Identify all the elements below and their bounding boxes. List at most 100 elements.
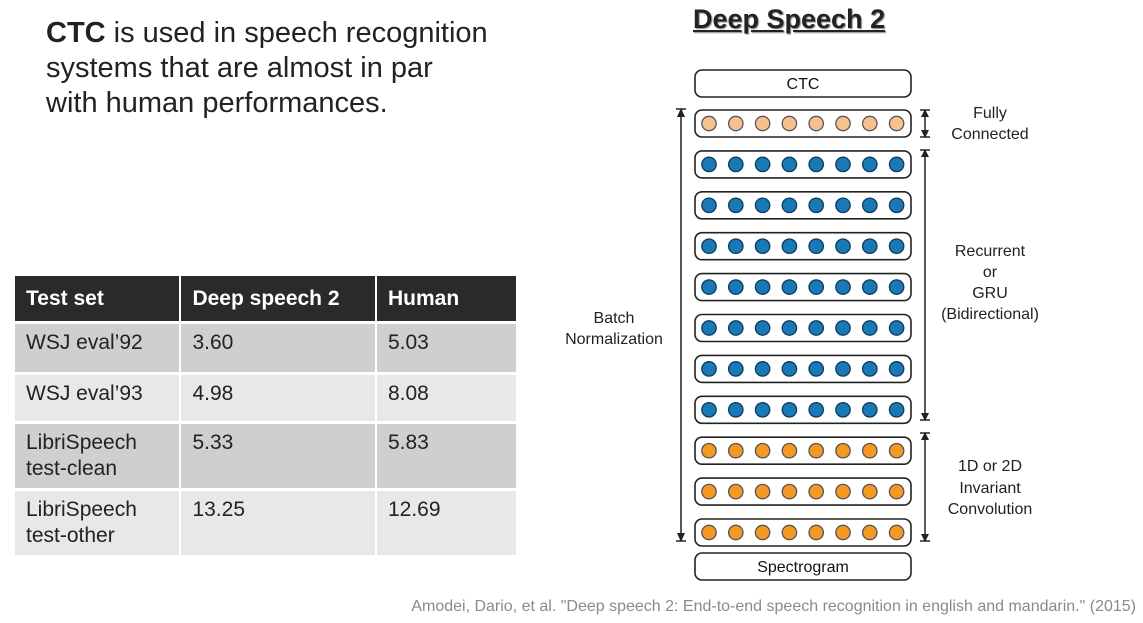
neuron-node (888, 156, 905, 173)
neuron-node (701, 524, 717, 541)
neuron-node (727, 197, 744, 214)
table-row: LibriSpeech test-other 13.25 12.69 (15, 489, 516, 558)
conv-arrow-up (921, 432, 929, 440)
neuron-node (808, 115, 825, 132)
conv-label-1: 1D or 2D (958, 458, 1022, 475)
test-set-name: WSJ eval’93 (26, 382, 143, 405)
neuron-node (808, 442, 825, 459)
neuron-node (835, 238, 851, 255)
neuron-node (781, 279, 798, 295)
neuron-node (701, 115, 717, 132)
conv-bracket (920, 432, 930, 542)
neuron-node (781, 115, 798, 132)
neuron-node (727, 401, 744, 418)
rnn-label-1: Recurrent (955, 243, 1026, 260)
neuron-node (781, 442, 798, 459)
cell-test-set: LibriSpeech test-clean (15, 422, 182, 491)
cell-human: 5.83 (375, 422, 516, 491)
ctc-box (694, 69, 912, 98)
results-table: Test set Deep speech 2 Human WSJ eval’92… (15, 276, 516, 558)
headline: CTC is used in speech recognition system… (46, 16, 566, 121)
rnn-bracket (920, 149, 930, 421)
layer-box (694, 395, 912, 425)
neuron-node (808, 238, 825, 255)
neuron-node (727, 115, 744, 132)
neuron-node (888, 197, 905, 214)
neuron-node (754, 320, 771, 336)
cell-test-set: LibriSpeech test-other (15, 489, 182, 558)
header-human: Human (375, 276, 516, 324)
cell-human: 8.08 (375, 373, 516, 424)
neuron-node (888, 279, 905, 295)
bracket-arrow-up (677, 108, 685, 117)
layer-box (694, 272, 912, 302)
neuron-node (861, 238, 878, 255)
batch-norm-label-1: Batch (594, 310, 635, 327)
neuron-node (754, 238, 771, 255)
batch-norm-label-2: Normalization (565, 331, 663, 348)
test-set-name-line-1: LibriSpeech (26, 431, 137, 454)
layer-box (694, 354, 912, 384)
layer-rnn-4 (694, 231, 912, 261)
headline-line-2: systems that are almost in par (46, 52, 433, 84)
neuron-node (754, 156, 771, 173)
neuron-node (701, 442, 717, 459)
layer-rnn-5 (694, 272, 912, 302)
fc-arrow-up (921, 109, 929, 117)
test-set-name-line-2: test-clean (26, 457, 118, 480)
rnn-label-2: or (983, 264, 998, 281)
neuron-node (835, 197, 851, 214)
neuron-node (727, 524, 744, 541)
layer-fc-1 (694, 109, 912, 138)
layer-rnn-6 (694, 313, 912, 343)
neuron-node (888, 401, 905, 418)
cell-test-set: WSJ eval’92 (15, 322, 182, 375)
fc-arrow-down (921, 130, 929, 138)
layer-box (694, 150, 912, 179)
neuron-node (701, 320, 717, 336)
neuron-node (835, 320, 851, 336)
neuron-node (781, 238, 798, 255)
neuron-node (888, 483, 905, 500)
layer-box (694, 231, 912, 261)
neuron-node (754, 279, 771, 295)
ctc-box-label: CTC (787, 76, 820, 93)
neuron-node (888, 442, 905, 459)
cell-ds2: 4.98 (180, 373, 377, 424)
header-test-set: Test set (15, 276, 182, 324)
table-row: LibriSpeech test-clean 5.33 5.83 (15, 422, 516, 491)
layer-conv-9 (694, 436, 912, 466)
neuron-node (861, 483, 878, 500)
test-set-name-line-1: LibriSpeech (26, 498, 137, 521)
neuron-node (701, 197, 717, 214)
neuron-node (781, 524, 798, 541)
conv-arrow-down (921, 534, 929, 542)
cell-test-set: WSJ eval’93 (15, 373, 182, 424)
neuron-node (888, 524, 905, 541)
fc-label-1: Fully (973, 105, 1007, 122)
citation: Amodei, Dario, et al. "Deep speech 2: En… (411, 598, 1136, 615)
neuron-node (727, 320, 744, 336)
neuron-node (754, 524, 771, 541)
table-header-row: Test set Deep speech 2 Human (15, 276, 516, 324)
layer-conv-10 (694, 477, 912, 506)
layer-box (694, 518, 912, 547)
neuron-node (727, 238, 744, 255)
headline-line-3: with human performances. (46, 87, 388, 119)
neuron-node (861, 361, 878, 377)
neuron-node (835, 483, 851, 500)
layer-rnn-7 (694, 354, 912, 384)
neuron-node (781, 320, 798, 336)
headline-bold: CTC (46, 17, 106, 49)
layer-box (694, 191, 912, 220)
neuron-node (727, 442, 744, 459)
diagram-title: Deep Speech 2 (693, 4, 886, 34)
neuron-node (808, 483, 825, 500)
neuron-node (781, 361, 798, 377)
neuron-node (808, 279, 825, 295)
layer-rnn-3 (694, 191, 912, 220)
layer-box (694, 436, 912, 466)
neuron-node (808, 524, 825, 541)
cell-human: 5.03 (375, 322, 516, 375)
